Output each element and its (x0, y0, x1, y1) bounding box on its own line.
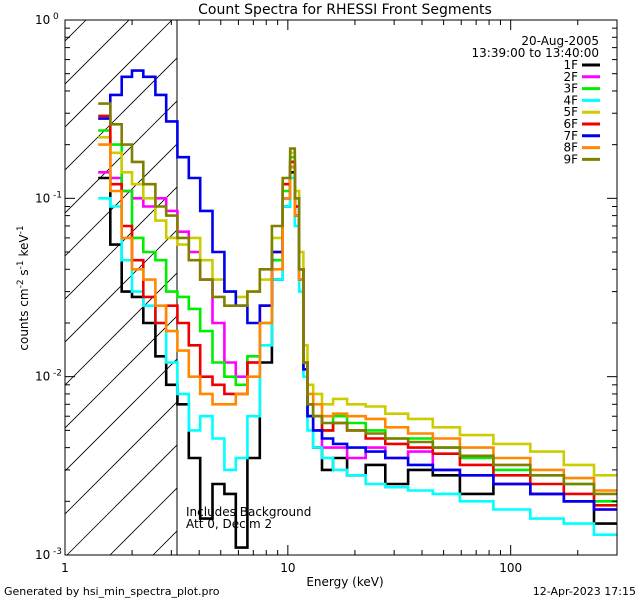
legend-label-7F: 7F (563, 129, 578, 143)
legend-label-2F: 2F (563, 70, 578, 84)
plot-frame (64, 19, 618, 556)
legend-label-4F: 4F (563, 93, 578, 107)
legend-label-3F: 3F (563, 82, 578, 96)
footer-timestamp: 12-Apr-2023 17:15 (533, 585, 636, 598)
x-tick-label: 100 (499, 561, 522, 575)
series-line-1F (98, 171, 617, 549)
hatch-line (65, 20, 173, 128)
date-annotation: 20-Aug-2005 (521, 34, 599, 48)
chart-title: Count Spectra for RHESSI Front Segments (198, 2, 492, 18)
legend-label-1F: 1F (563, 58, 578, 72)
hatch-line (65, 401, 177, 515)
legend-label-8F: 8F (563, 141, 578, 155)
y-tick-label: 10 -3 (35, 547, 62, 562)
series-line-4F (98, 176, 617, 536)
legend-label-6F: 6F (563, 117, 578, 131)
hatch-line (65, 20, 130, 85)
hatch-line (65, 100, 177, 214)
hatch-line (109, 487, 177, 555)
legend-label-9F: 9F (563, 152, 578, 166)
attenuator-note: Att 0, Decim 2 (186, 517, 272, 531)
series-line-5F (98, 136, 617, 477)
y-tick-label: 10 -2 (35, 369, 62, 384)
x-tick-label: 10 (280, 561, 295, 575)
time-range-annotation: 13:39:00 to 13:40:00 (472, 46, 599, 60)
legend-label-5F: 5F (563, 105, 578, 119)
y-axis-label: counts cm-2 s-1 keV-1 (16, 225, 31, 350)
y-tick-label: 10 -1 (35, 190, 62, 205)
hatch-line (0, 0, 65, 555)
hatch-line (65, 57, 177, 171)
hatch-line (65, 143, 177, 257)
x-tick-label: 1 (61, 561, 69, 575)
series-line-9F (98, 102, 617, 496)
x-axis-label: Energy (keV) (306, 575, 383, 589)
y-tick-label: 10 0 (35, 12, 59, 27)
hatch-line (65, 315, 177, 429)
hatch-line (66, 444, 177, 555)
background-note: Includes Background (186, 505, 311, 519)
hatch-line (65, 186, 177, 300)
hatched-region (0, 0, 177, 555)
generated-by-note: Generated by hsi_min_spectra_plot.pro (4, 585, 220, 598)
hatch-line (65, 229, 177, 343)
hatch-line (65, 358, 177, 472)
